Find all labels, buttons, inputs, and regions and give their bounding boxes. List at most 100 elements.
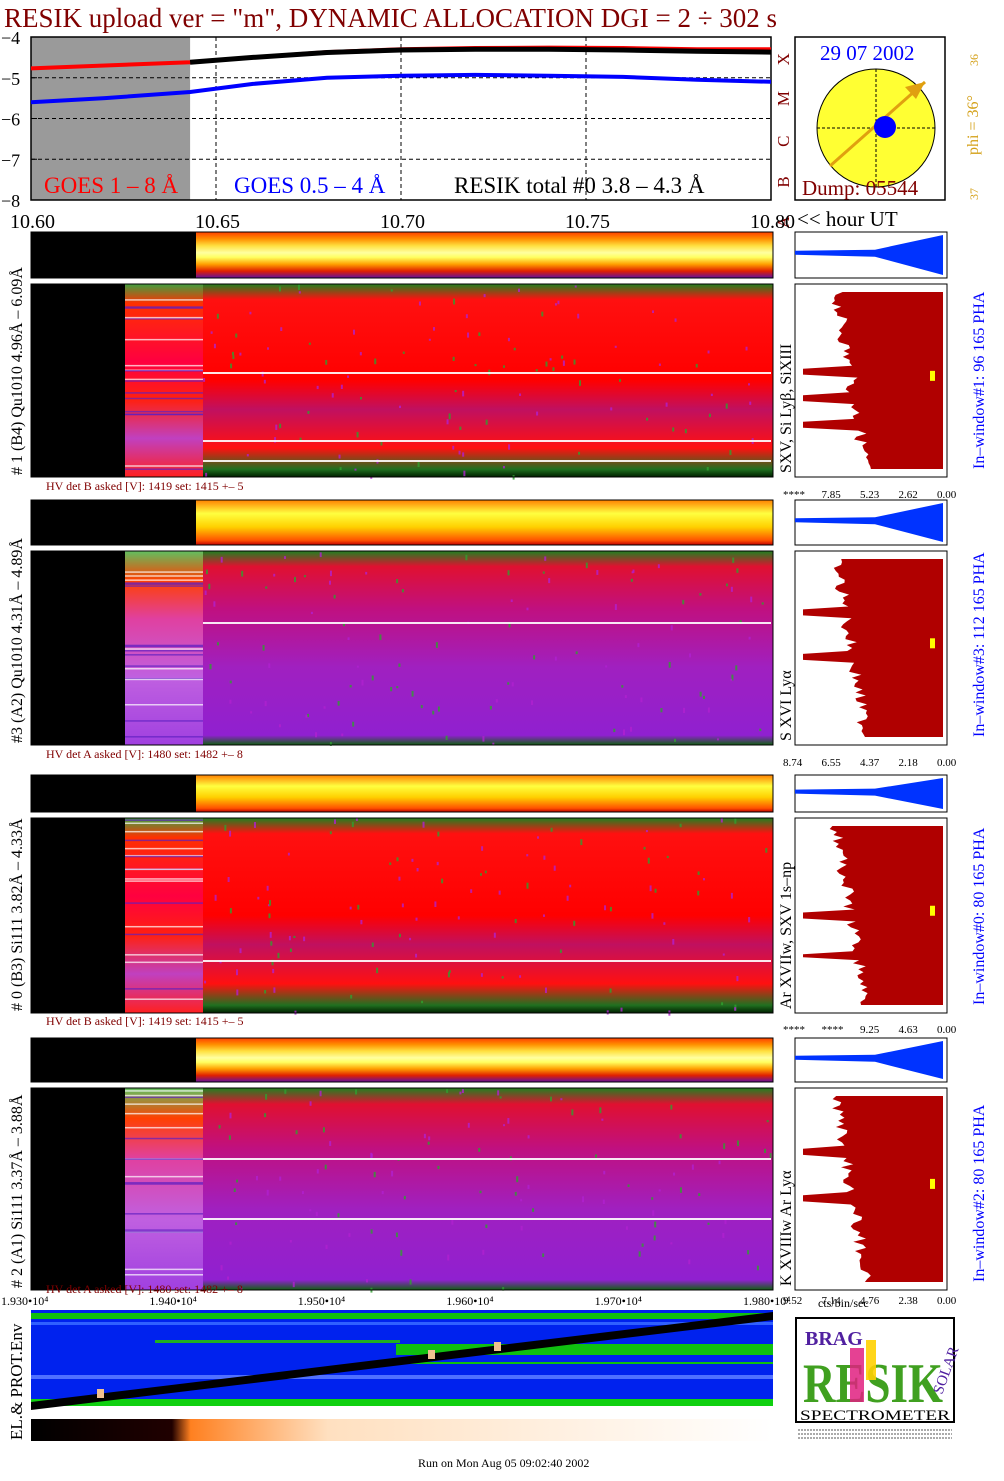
detector-preflare-line	[125, 397, 203, 400]
detector-preflare-line	[125, 583, 203, 585]
detector-speckle	[470, 889, 473, 893]
detector-speckle	[526, 607, 529, 611]
env-green-band	[396, 1344, 773, 1355]
detector-speckle	[658, 1189, 661, 1192]
detector-speckle	[621, 685, 624, 688]
goes-ytick-label: −6	[1, 110, 20, 130]
goes-xtick-label: 10.70	[380, 211, 425, 233]
detector-speckle	[640, 697, 643, 703]
detector-spectrogram-frame	[30, 283, 774, 478]
detector-preflare-line	[125, 338, 203, 341]
detector-speckle	[730, 892, 733, 899]
detector-speckle	[679, 823, 682, 828]
detector-speckle	[411, 858, 414, 862]
detector-preflare-line	[125, 1096, 203, 1099]
detector-speckle	[261, 371, 264, 377]
detector-preflare-line	[125, 822, 203, 825]
detector-speckle	[533, 655, 536, 660]
resik-total-line	[189, 46, 772, 65]
detector-speckle	[495, 699, 498, 703]
detector-summary-frame	[30, 1037, 774, 1083]
detector-summary-dark	[31, 500, 196, 545]
detector-speckle	[398, 663, 401, 667]
detector-speckle	[322, 1127, 325, 1133]
window-label: In–window#1: 96 165 PHA	[971, 291, 988, 469]
detector-speckle	[673, 1172, 676, 1176]
detector-block-2: # 0 (B3) Si111 3.82Å – 4.33Å Ar XVIIw, SX…	[8, 774, 988, 1036]
detector-speckle	[329, 742, 332, 746]
phi-corner-bottom: 37	[967, 188, 981, 200]
detector-speckle	[454, 390, 457, 393]
detector-speckle	[481, 846, 484, 851]
detector-speckle	[292, 1281, 295, 1288]
detector-summary-frame	[30, 499, 774, 546]
detector-speckle	[631, 571, 634, 574]
detector-speckle	[265, 1094, 268, 1100]
detector-speckle	[365, 571, 368, 575]
detector-speckle	[514, 1191, 517, 1196]
detector-block-0: # 1 (B4) Qu1010 4.96Å – 6.09Å SXV, Si Lyβ…	[8, 231, 988, 501]
detector-speckle	[578, 451, 581, 455]
detector-speckle	[246, 454, 249, 457]
detector-speckle	[371, 675, 374, 681]
detector-speckle	[224, 824, 227, 831]
legend-goes-1-8: GOES 1 – 8 Å	[44, 173, 179, 198]
detector-speckle	[218, 1125, 221, 1129]
detector-speckle	[389, 862, 392, 865]
detector-speckle	[585, 562, 588, 569]
detector-speckle	[435, 642, 438, 648]
detector-speckle	[463, 470, 466, 477]
detector-speckle	[736, 976, 739, 982]
detector-speckle	[279, 423, 282, 429]
detector-speckle	[458, 450, 461, 455]
detector-preflare-line	[125, 819, 203, 821]
detector-speckle	[575, 651, 578, 655]
detector-speckle	[698, 1193, 701, 1197]
spectrum-axis-label: ****	[822, 1024, 844, 1036]
detector-line-feature	[203, 372, 771, 374]
detector-speckle	[381, 1190, 384, 1195]
detector-side-label: # 1 (B4) Qu1010 4.96Å – 6.09Å	[8, 267, 26, 475]
detector-speckle	[665, 402, 668, 407]
detector-speckle	[328, 580, 331, 585]
detector-speckle	[361, 679, 364, 686]
detector-speckle	[734, 818, 737, 824]
detector-speckle	[409, 937, 412, 941]
env-label: EL.& PROT.Env	[7, 1323, 26, 1440]
detector-speckle	[627, 1184, 630, 1187]
detector-speckle	[227, 1276, 230, 1280]
detector-speckle	[278, 286, 281, 292]
detector-speckle	[519, 975, 522, 978]
detector-speckle	[265, 586, 268, 589]
spectrum-axis-label: ****	[783, 489, 805, 501]
detector-preflare-line	[125, 1181, 203, 1184]
detector-speckle	[739, 620, 742, 624]
detector-speckle	[519, 393, 522, 396]
detector-speckle	[402, 351, 405, 354]
detector-speckle	[203, 378, 206, 382]
detector-preflare-line	[125, 571, 203, 573]
spectrum-axis-label: ****	[783, 1024, 805, 1036]
detector-speckle	[503, 1124, 506, 1127]
detector-speckle	[508, 622, 511, 628]
detector-speckle	[516, 1176, 519, 1183]
detector-preflare-line	[125, 306, 203, 308]
detector-speckle	[401, 589, 404, 593]
detector-speckle	[651, 913, 654, 919]
detector-preflare-line	[125, 902, 203, 904]
detector-preflare-line	[125, 868, 203, 871]
detector-preflare-line	[125, 465, 203, 467]
detector-speckle	[395, 1232, 398, 1238]
detector-speckle	[307, 713, 310, 718]
detector-speckle	[356, 431, 359, 438]
detector-speckle	[560, 1098, 563, 1101]
spectrum-axis-label: 8.74	[783, 757, 803, 769]
goes-class-label: X	[774, 53, 793, 65]
detector-speckle	[653, 1235, 656, 1241]
spectrum-axis-label: 0.00	[937, 1024, 957, 1036]
detector-speckle	[459, 426, 462, 430]
detector-speckle	[452, 445, 455, 450]
detector-speckle	[297, 284, 300, 290]
detector-speckle	[732, 557, 735, 563]
detector-speckle	[478, 332, 481, 336]
